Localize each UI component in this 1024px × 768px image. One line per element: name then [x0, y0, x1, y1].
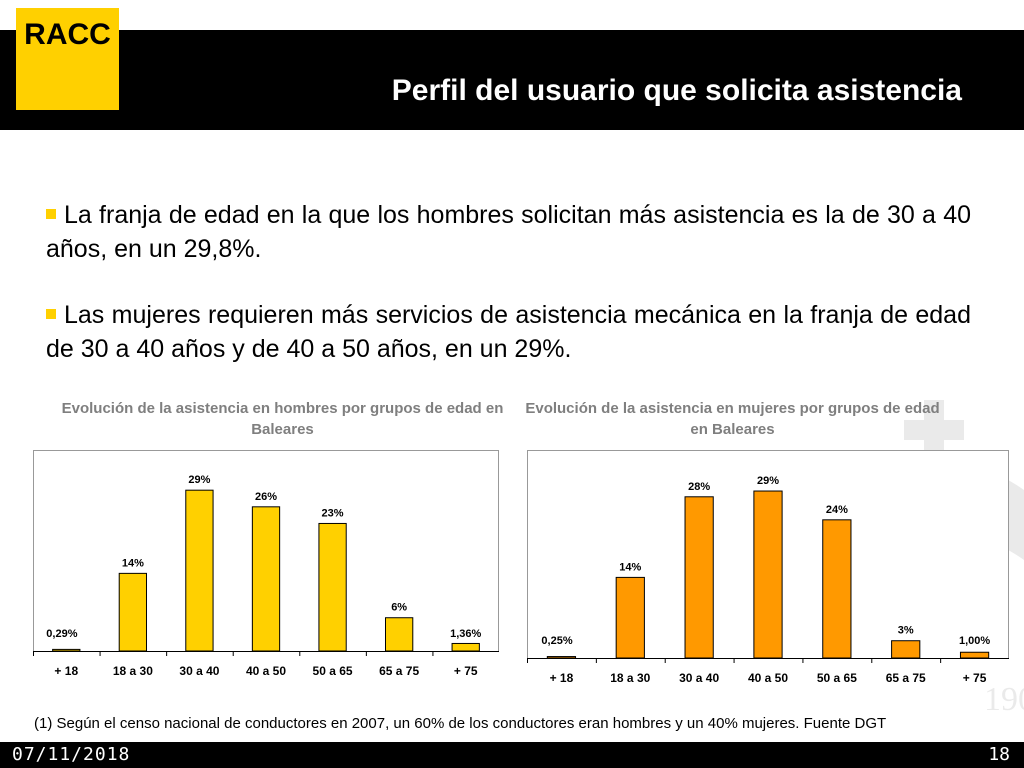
svg-text:1906: 1906: [984, 681, 1024, 718]
x-tick-label-7: + 75: [454, 664, 478, 678]
x-tick-label-1: + 18: [550, 671, 574, 685]
x-tick-label-5: 50 a 65: [817, 671, 857, 685]
bullet-text: La franja de edad en la que los hombres …: [46, 201, 971, 263]
data-label-2: 14%: [122, 557, 144, 569]
bar-5: [318, 522, 347, 652]
chart-title-women: Evolución de la asistencia en mujeres po…: [525, 400, 940, 438]
page-title: Perfil del usuario que solicita asistenc…: [391, 74, 962, 107]
x-tick-label-2: 18 a 30: [113, 664, 153, 678]
bar-5: [822, 519, 852, 659]
bar-4: [251, 506, 281, 652]
logo-text: RACC: [24, 18, 111, 51]
x-tick-label-3: 30 a 40: [679, 671, 719, 685]
bar-6: [384, 617, 414, 652]
x-tick-label-4: 40 a 50: [748, 671, 788, 685]
data-label-7: 1,00%: [959, 635, 990, 647]
chart-men: 0,29% + 18 14% 18 a 30 29% 30 a 40 26% 40 a 50 2…: [33, 450, 499, 678]
bar-7: [959, 651, 990, 659]
x-tick-label-4: 40 a 50: [246, 664, 286, 678]
data-label-1: 0,29%: [46, 628, 77, 640]
bar-6: [891, 640, 921, 659]
x-tick-label-1: + 18: [54, 664, 78, 678]
x-tick-label-7: + 75: [963, 671, 987, 685]
data-label-6: 3%: [898, 625, 914, 637]
bullet-square-icon: [46, 309, 56, 319]
data-label-4: 26%: [255, 491, 277, 503]
data-label-3: 28%: [688, 481, 710, 493]
data-label-4: 29%: [757, 475, 779, 487]
x-tick-label-2: 18 a 30: [610, 671, 650, 685]
bullet-point-women: Las mujeres requieren más servicios de a…: [46, 298, 971, 366]
x-tick-label-6: 65 a 75: [886, 671, 926, 685]
chart-title-men: Evolución de la asistencia en hombres po…: [61, 400, 504, 438]
header-bar: [0, 30, 1024, 130]
racc-logo: RACC: [16, 8, 119, 110]
bullet-point-men: La franja de edad en la que los hombres …: [46, 198, 971, 266]
data-label-3: 29%: [188, 474, 210, 486]
data-label-1: 0,25%: [541, 635, 572, 647]
x-tick-label-3: 30 a 40: [179, 664, 219, 678]
data-label-2: 14%: [619, 561, 641, 573]
footer-bar: [0, 742, 1024, 768]
data-label-6: 6%: [391, 602, 407, 614]
data-label-7: 1,36%: [450, 628, 481, 640]
bullet-text: Las mujeres requieren más servicios de a…: [46, 301, 971, 363]
bar-4: [753, 490, 783, 659]
bar-1: [546, 656, 577, 659]
footnote: (1) Según el censo nacional de conductor…: [34, 715, 887, 732]
bar-2: [615, 576, 645, 659]
x-tick-label-5: 50 a 65: [313, 664, 353, 678]
bar-2: [118, 572, 148, 652]
page-number: 18: [988, 744, 1010, 765]
bar-3: [684, 496, 714, 659]
bar-7: [451, 642, 480, 652]
data-label-5: 24%: [826, 504, 848, 516]
bullet-square-icon: [46, 209, 56, 219]
footer-date: 07/11/2018: [12, 744, 131, 765]
bar-1: [52, 648, 81, 652]
data-label-5: 23%: [322, 507, 344, 519]
chart-women: 0,25% + 18 14% 18 a 30 28% 30 a 40 29% 40 a 50 2…: [527, 450, 1009, 685]
x-tick-label-6: 65 a 75: [379, 664, 419, 678]
bar-3: [185, 489, 214, 652]
